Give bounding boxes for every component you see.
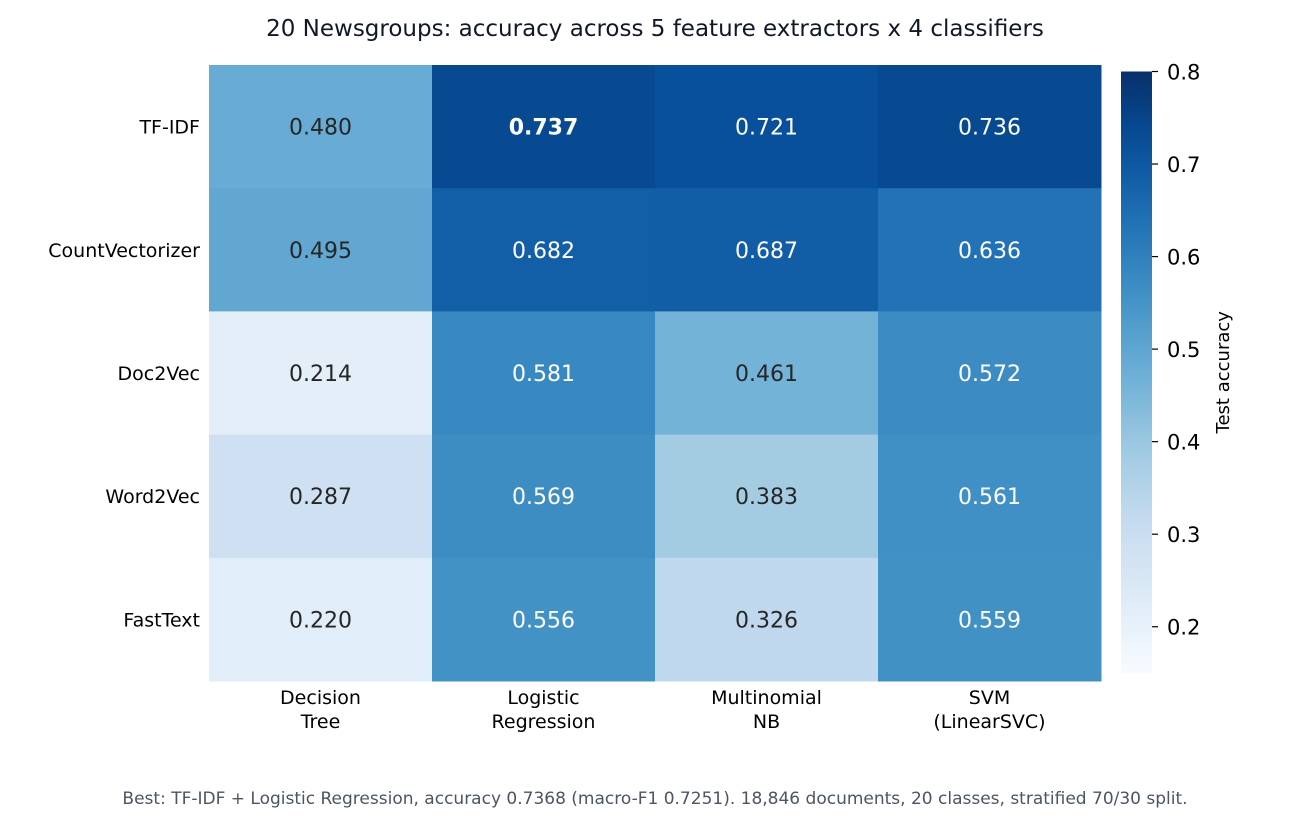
row-labels: TF-IDF CountVectorizer Doc2Vec Word2Vec Fast… (48, 117, 200, 632)
heatmap-cell (655, 188, 879, 312)
cell-value-label: 0.687 (735, 239, 798, 264)
column-labels: Decision Tree Logistic Regression Multinomia… (280, 687, 1046, 733)
column-tick-label: Logistic Regression (492, 687, 596, 733)
colorbar-tick-label: 0.6 (1167, 246, 1200, 270)
cell-value-label: 0.559 (958, 608, 1021, 633)
cell-value-label: 0.383 (735, 485, 798, 510)
column-tick-label: SVM (LinearSVC) (933, 687, 1045, 733)
row-tick-label: CountVectorizer (48, 240, 200, 262)
cell-value-label: 0.214 (289, 362, 352, 387)
cell-value-label: 0.636 (958, 239, 1021, 264)
cell-value-label: 0.480 (289, 116, 352, 141)
colorbar-tick-label: 0.4 (1167, 431, 1200, 455)
heatmap-cell (432, 311, 656, 436)
heatmap-cell (655, 434, 879, 559)
heatmap-cell (878, 311, 1102, 436)
cell-value-label: 0.561 (958, 485, 1021, 510)
row-tick-label: Word2Vec (105, 486, 200, 508)
cell-value-label: 0.461 (735, 362, 798, 387)
cell-value-label: 0.287 (289, 485, 352, 510)
heatmap-cell (209, 434, 433, 559)
colorbar-ticks: 0.2 0.3 0.4 0.5 0.6 0.7 0.8 (1152, 61, 1200, 640)
cell-value-label: 0.736 (958, 116, 1021, 141)
heatmap-cell (209, 65, 433, 189)
row-tick-label: Doc2Vec (118, 363, 200, 385)
heatmap-cell (432, 188, 656, 312)
heatmap-cell (209, 188, 433, 312)
cell-value-label: 0.682 (512, 239, 575, 264)
column-tick-label: Decision Tree (280, 687, 361, 733)
cell-value-label: 0.495 (289, 239, 352, 264)
cell-value-label: 0.220 (289, 608, 352, 633)
column-tick-label: Multinomial NB (711, 687, 822, 733)
footer-note: Best: TF-IDF + Logistic Regression, accu… (122, 789, 1187, 809)
cell-value-label: 0.721 (735, 116, 798, 141)
colorbar (1121, 71, 1152, 673)
colorbar-tick-label: 0.5 (1167, 338, 1200, 362)
cell-value-label: 0.569 (512, 485, 575, 510)
row-tick-label: TF-IDF (138, 117, 200, 139)
heatmap-cell (209, 311, 433, 436)
heatmap-cell (878, 188, 1102, 312)
heatmap-cell (209, 557, 433, 682)
colorbar-tick-label: 0.2 (1167, 616, 1200, 640)
cell-value-label: 0.326 (735, 608, 798, 633)
heatmap-cell (432, 434, 656, 559)
cell-value-label: 0.737 (509, 116, 579, 141)
heatmap-cell (878, 557, 1102, 682)
cell-value-label: 0.556 (512, 608, 575, 633)
colorbar-tick-label: 0.7 (1167, 153, 1200, 177)
row-tick-label: FastText (123, 609, 200, 631)
heatmap-cell (655, 311, 879, 436)
colorbar-tick-label: 0.3 (1167, 523, 1200, 547)
cell-value-label: 0.581 (512, 362, 575, 387)
heatmap-cell (655, 557, 879, 682)
colorbar-tick-label: 0.8 (1167, 61, 1200, 85)
colorbar-label: Test accuracy (1213, 311, 1234, 435)
cell-value-label: 0.572 (958, 362, 1021, 387)
chart-title: 20 Newsgroups: accuracy across 5 feature… (266, 16, 1044, 42)
heatmap-cell (432, 557, 656, 682)
heatmap-cell (432, 65, 656, 189)
heatmap-cells: 0.480 0.737 0.721 0.736 0.495 0.682 0.687 0.636… (209, 65, 1102, 682)
heatmap-cell (655, 65, 879, 189)
heatmap-cell (878, 434, 1102, 559)
heatmap-cell (878, 65, 1102, 189)
